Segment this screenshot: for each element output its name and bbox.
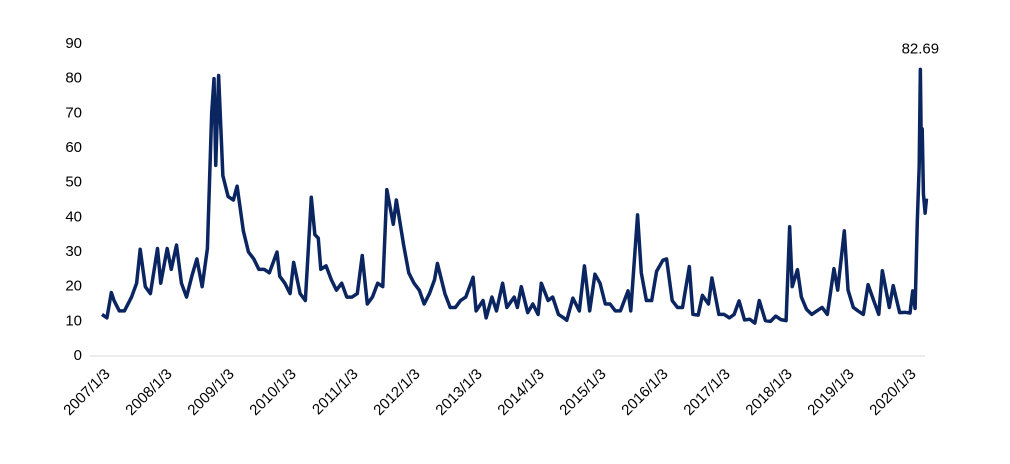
y-tick-label: 0 — [74, 347, 82, 364]
y-tick-label: 20 — [65, 278, 82, 295]
x-tick-label: 2008/1/3 — [122, 366, 175, 419]
x-tick-label: 2012/1/3 — [370, 366, 423, 419]
x-tick-label: 2013/1/3 — [432, 366, 485, 419]
x-tick-label: 2019/1/3 — [804, 366, 857, 419]
x-tick-label: 2011/1/3 — [309, 366, 362, 419]
x-tick-label: 2017/1/3 — [680, 366, 733, 419]
y-tick-label: 60 — [65, 139, 82, 156]
y-tick-label: 70 — [65, 104, 82, 121]
line — [100, 67, 929, 325]
y-tick-label: 10 — [65, 312, 82, 329]
x-tick-label: 2020/1/3 — [866, 366, 919, 419]
x-tick-label: 2007/1/3 — [60, 366, 113, 419]
y-tick-label: 50 — [65, 174, 82, 191]
x-tick-label: 2015/1/3 — [556, 366, 609, 419]
peak-label: 82.69 — [902, 40, 940, 57]
x-tick-label: 2018/1/3 — [742, 366, 795, 419]
x-tick-label: 2010/1/3 — [246, 366, 299, 419]
x-tick-label: 2016/1/3 — [618, 366, 671, 419]
x-tick-label: 2009/1/3 — [184, 366, 237, 419]
y-tick-label: 40 — [65, 208, 82, 225]
y-tick-label: 30 — [65, 243, 82, 260]
y-tick-label: 80 — [65, 70, 82, 87]
y-tick-label: 90 — [65, 35, 82, 52]
x-tick-label: 2014/1/3 — [494, 366, 547, 419]
